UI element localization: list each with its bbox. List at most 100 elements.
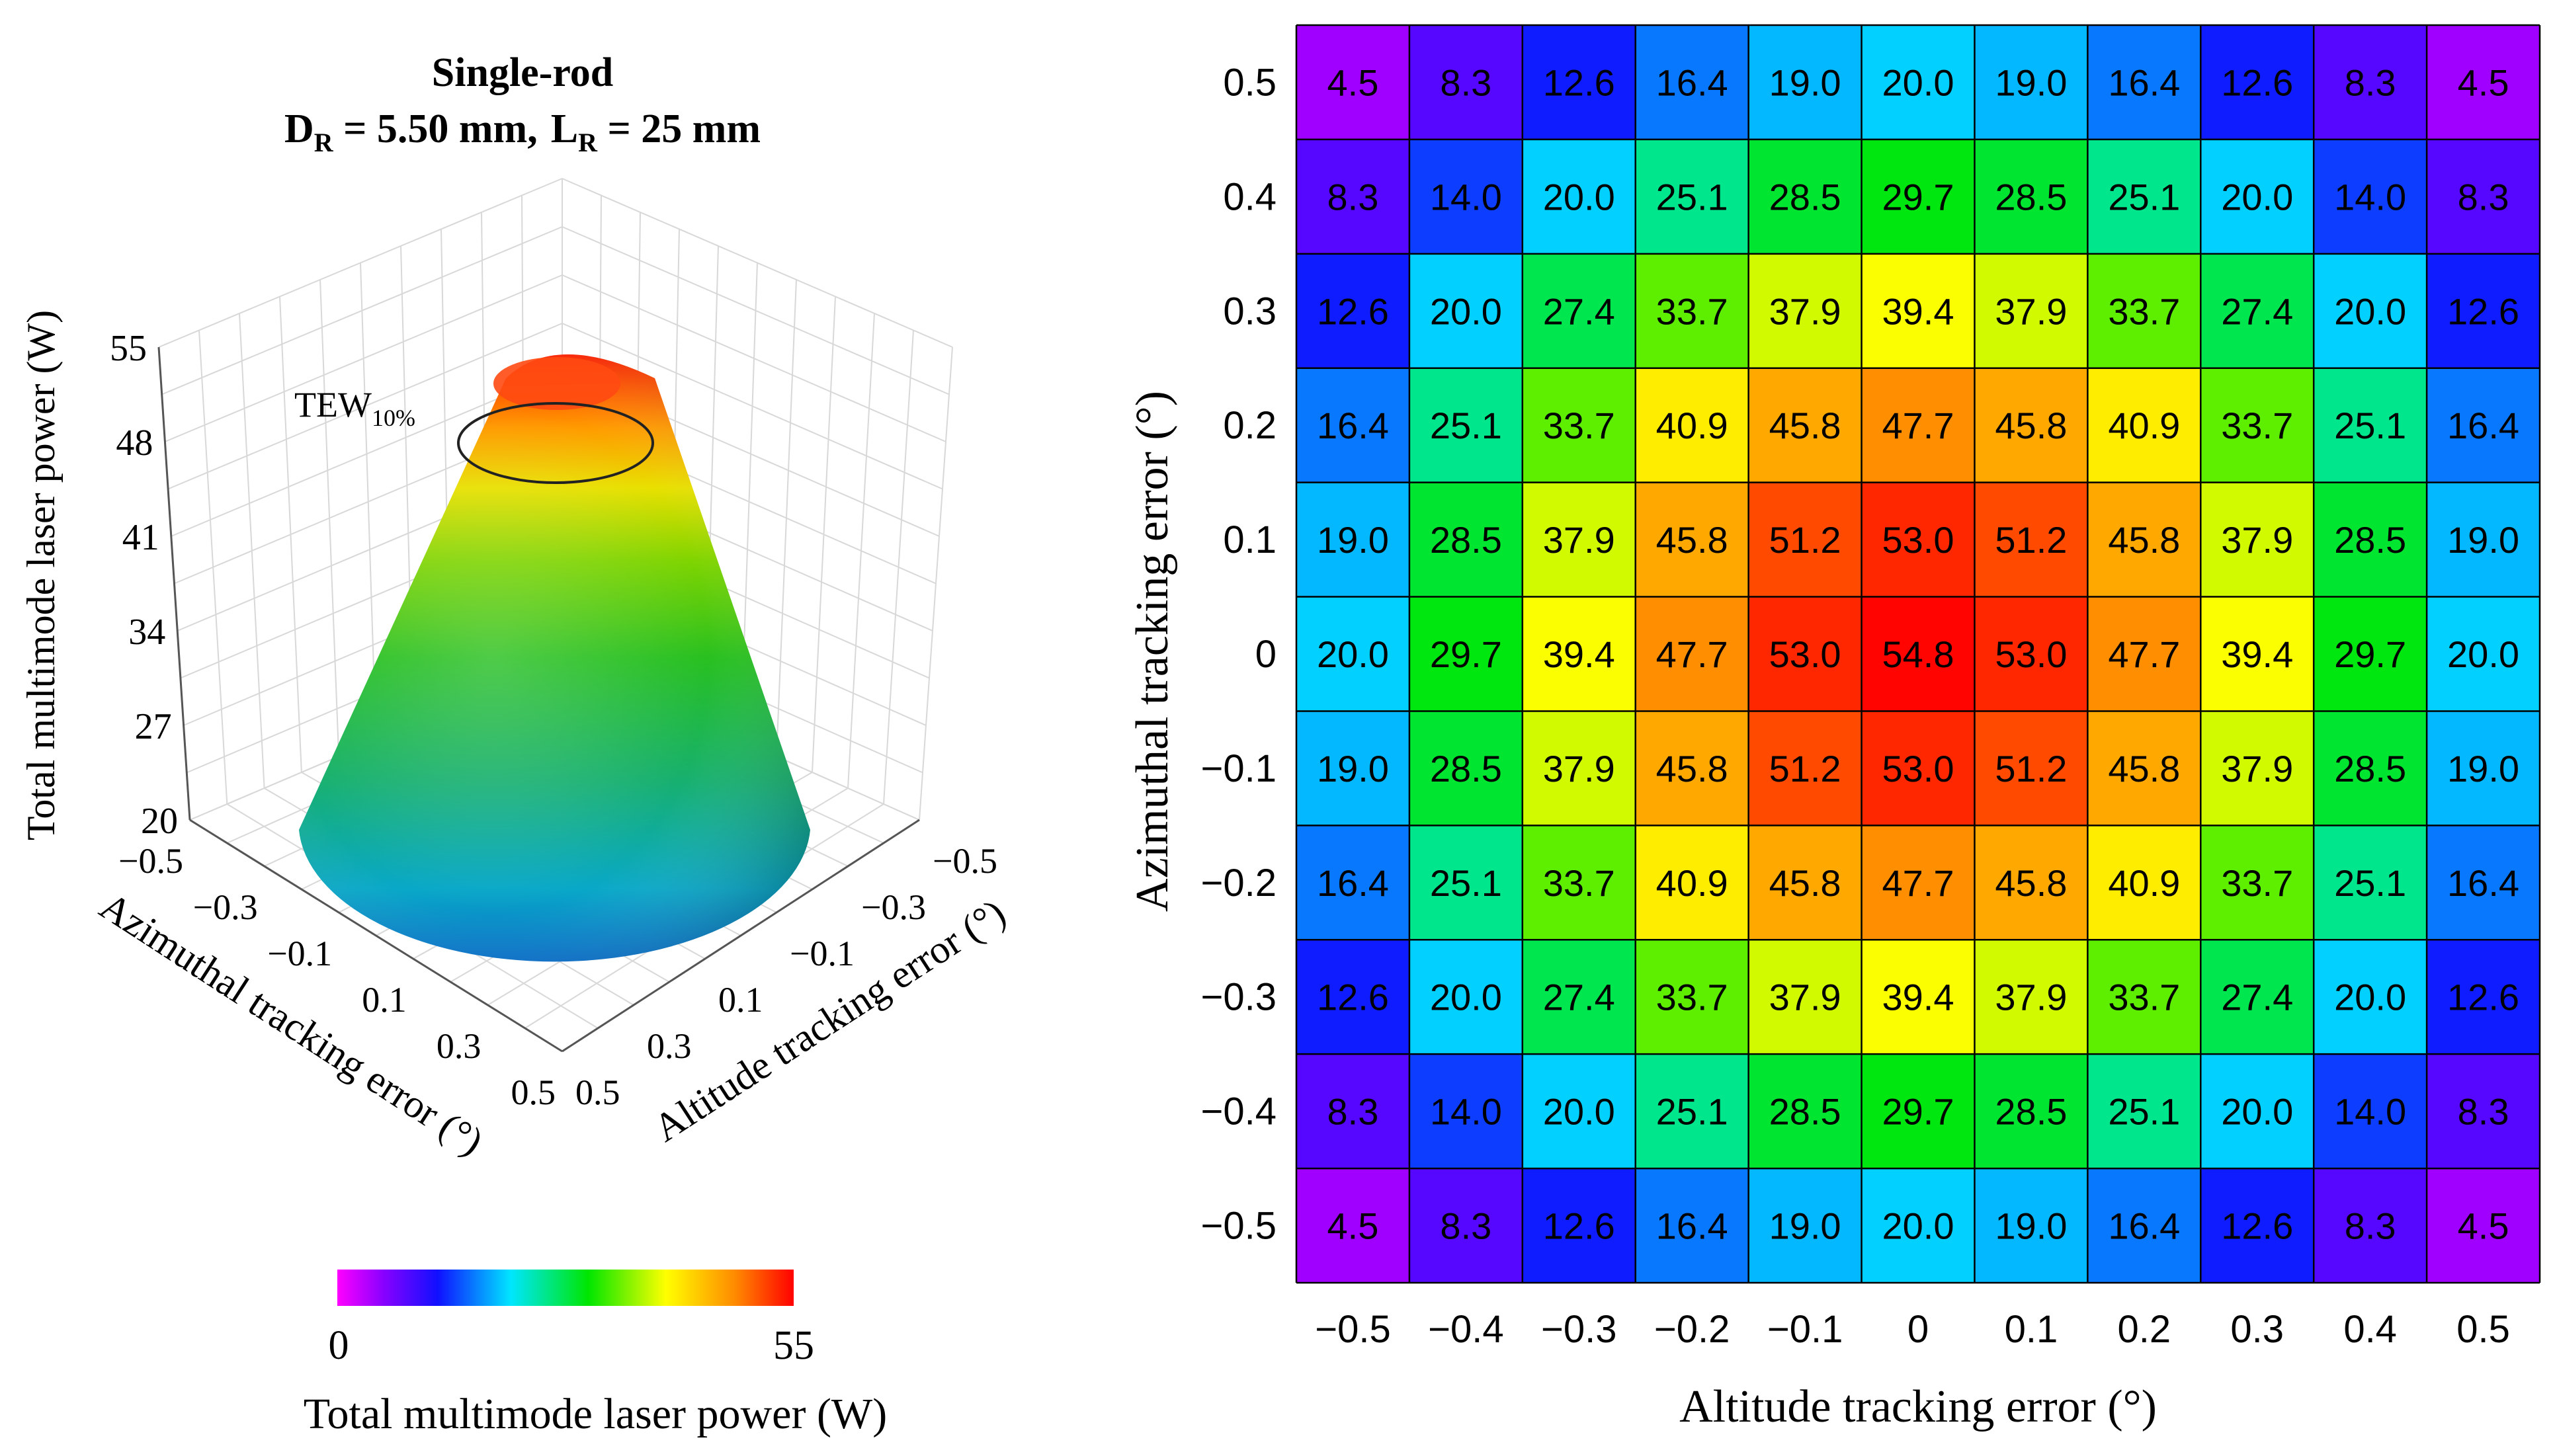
surface-peak-cap (493, 357, 620, 410)
heatmap-value-label: 12.6 (2221, 1205, 2293, 1247)
z-tick-label: 34 (128, 612, 165, 653)
heatmap-cell (2314, 139, 2427, 255)
heatmap-value-label: 51.2 (1769, 519, 1841, 561)
heatmap-plot: 4.5 8.3 12.6 16.4 19.0 20.0 19.0 16.4 12.6 8.3 4.5… (1127, 24, 2541, 1432)
heatmap-value-label: 40.9 (2108, 862, 2180, 904)
heatmap-cell (1635, 940, 1749, 1055)
heatmap-y-tick-labels: 0.5 0.4 0.3 0.2 0.1 0 −0.1 −0.2 −0.3 −0.4 −0.5 (1201, 61, 1277, 1247)
heatmap-value-label: 53.0 (1995, 633, 2067, 675)
heatmap-cell (2314, 25, 2427, 140)
heatmap-cell (1522, 139, 1636, 255)
heatmap-cell (1748, 825, 1863, 940)
heatmap-y-tick-label: −0.5 (1201, 1205, 1277, 1248)
heatmap-cell (2427, 596, 2540, 711)
heatmap-value-label: 8.3 (1440, 61, 1491, 103)
heatmap-y-tick-label: −0.1 (1201, 747, 1277, 790)
heatmap-cell (1861, 825, 1975, 940)
heatmap-x-tick-label: 0.5 (2456, 1308, 2510, 1351)
heatmap-value-label: 25.1 (1656, 1091, 1728, 1133)
l-symbol: L (551, 106, 578, 151)
heatmap-value-label: 33.7 (2221, 862, 2293, 904)
heatmap-value-label: 47.7 (1882, 405, 1954, 446)
heatmap-value-label: 33.7 (2221, 405, 2293, 446)
heatmap-value-label: 12.6 (1543, 61, 1615, 103)
heatmap-value-label: 25.1 (2108, 176, 2180, 218)
heatmap-cell (1748, 1054, 1863, 1169)
heatmap-value-label: 8.3 (2345, 61, 2396, 103)
heatmap-cell (2314, 253, 2427, 369)
heatmap-cell (1635, 711, 1749, 826)
heatmap-cell (1974, 139, 2088, 255)
heatmap-y-tick-label: 0.4 (1223, 175, 1277, 218)
heatmap-value-label: 16.4 (2447, 862, 2519, 904)
heatmap-cell (1635, 1168, 1749, 1283)
y-tick-labels: −0.5−0.3−0.1 0.1 0.3 0.5 (575, 841, 997, 1112)
heatmap-cell (1861, 368, 1975, 483)
heatmap-value-label: 45.8 (2108, 748, 2180, 789)
heatmap-value-label: 28.5 (1769, 1091, 1841, 1133)
heatmap-value-label: 16.4 (1317, 862, 1389, 904)
heatmap-cell (2427, 1168, 2540, 1283)
heatmap-value-label: 33.7 (1656, 290, 1728, 332)
heatmap-cell (2200, 1054, 2314, 1169)
heatmap-cell (1635, 368, 1749, 483)
heatmap-value-label: 45.8 (1995, 862, 2067, 904)
heatmap-cell (2427, 1054, 2540, 1169)
heatmap-value-label: 16.4 (1656, 61, 1728, 103)
y-tick-label: 0.1 (718, 980, 763, 1020)
heatmap-value-label: 8.3 (2458, 176, 2509, 218)
heatmap-value-label: 20.0 (2221, 176, 2293, 218)
heatmap-x-tick-label: 0.2 (2117, 1308, 2171, 1351)
heatmap-value-label: 51.2 (1995, 748, 2067, 789)
heatmap-cell (2200, 482, 2314, 598)
heatmap-value-label: 12.6 (1317, 977, 1389, 1018)
heatmap-cell (1635, 25, 1749, 140)
heatmap-value-label: 37.9 (1995, 290, 2067, 332)
heatmap-cell (1974, 825, 2088, 940)
heatmap-value-label: 20.0 (1317, 633, 1389, 675)
heatmap-cell (2314, 1168, 2427, 1283)
heatmap-cell (1522, 482, 1636, 598)
heatmap-y-axis-label: Azimuthal tracking error (°) (1127, 391, 1178, 912)
heatmap-value-label: 45.8 (1656, 748, 1728, 789)
heatmap-x-tick-label: −0.1 (1767, 1308, 1843, 1351)
heatmap-value-label: 16.4 (1656, 1205, 1728, 1247)
y-tick-label: 0.5 (575, 1072, 620, 1112)
heatmap-value-label: 37.9 (1995, 977, 2067, 1018)
heatmap-cell (1861, 1168, 1975, 1283)
z-tick-label: 55 (110, 328, 147, 369)
heatmap-cell (1522, 711, 1636, 826)
heatmap-cell (1748, 253, 1863, 369)
heatmap-cell (2427, 253, 2540, 369)
heatmap-cell (1635, 139, 1749, 255)
heatmap-value-labels: 4.5 8.3 12.6 16.4 19.0 20.0 19.0 16.4 12.6 8.3 4.5… (1317, 61, 2519, 1246)
heatmap-cell (1861, 139, 1975, 255)
heatmap-cell (1974, 596, 2088, 711)
heatmap-value-label: 53.0 (1769, 633, 1841, 675)
heatmap-value-label: 16.4 (2108, 1205, 2180, 1247)
heatmap-value-label: 37.9 (1543, 519, 1615, 561)
heatmap-value-label: 8.3 (2345, 1205, 2396, 1247)
heatmap-value-label: 29.7 (2334, 633, 2406, 675)
heatmap-value-label: 14.0 (2334, 1091, 2406, 1133)
heatmap-cell (1409, 1054, 1523, 1169)
d-value: = 5.50 mm, (333, 106, 538, 151)
colorbar (337, 1270, 794, 1306)
heatmap-cell (1409, 482, 1523, 598)
heatmap-cell (1522, 1168, 1636, 1283)
heatmap-cell (2087, 596, 2201, 711)
heatmap-value-label: 29.7 (1882, 176, 1954, 218)
heatmap-cell (2087, 25, 2201, 140)
heatmap-x-tick-label: −0.4 (1428, 1308, 1504, 1351)
heatmap-value-label: 37.9 (2221, 519, 2293, 561)
heatmap-cell (1409, 25, 1523, 140)
heatmap-cell (1522, 253, 1636, 369)
heatmap-cell (1296, 1168, 1410, 1283)
heatmap-cells (1296, 25, 2540, 1283)
heatmap-value-label: 8.3 (1327, 1091, 1379, 1133)
heatmap-cell (1409, 139, 1523, 255)
heatmap-value-label: 45.8 (1656, 519, 1728, 561)
heatmap-cell (2200, 1168, 2314, 1283)
heatmap-value-label: 12.6 (2221, 61, 2293, 103)
